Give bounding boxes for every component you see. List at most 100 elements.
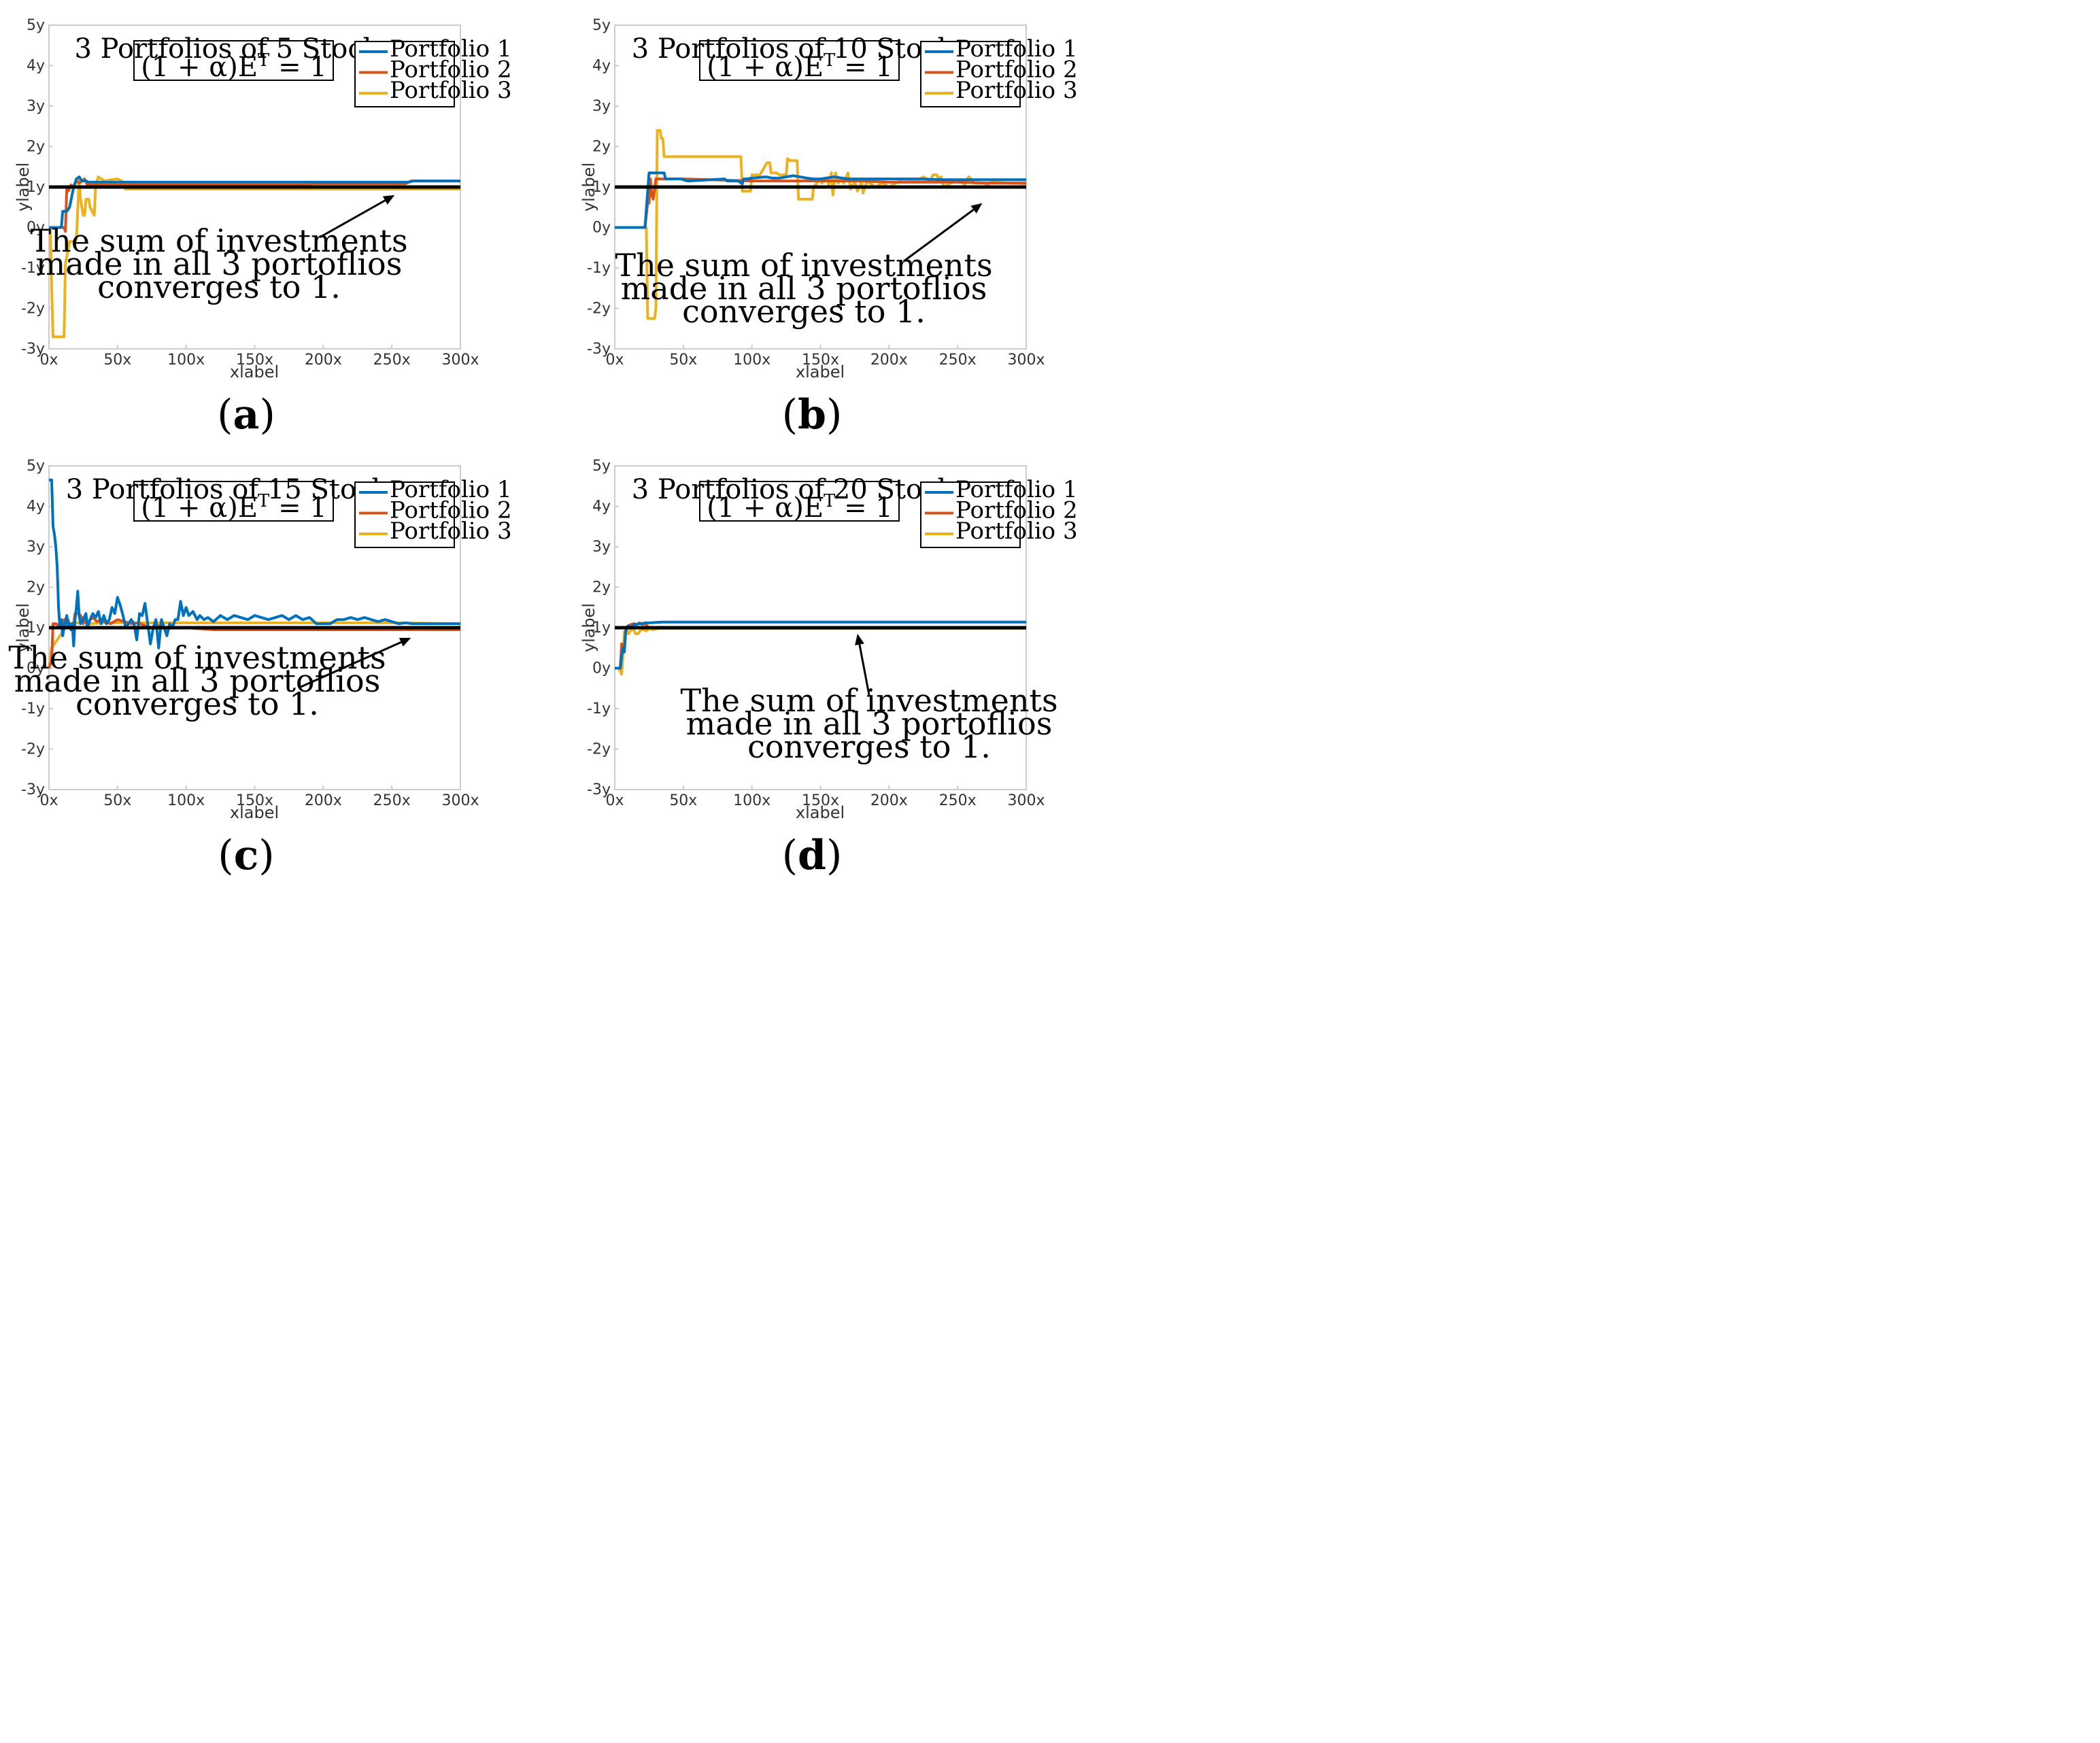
annotation-line-3: converges to 1. xyxy=(75,686,319,722)
x-axis-label: xlabel xyxy=(230,362,279,382)
y-tick-label: -3y xyxy=(587,341,611,358)
y-tick-label: 1y xyxy=(27,179,45,196)
x-axis-label: xlabel xyxy=(796,362,845,382)
x-tick-label: 200x xyxy=(870,352,908,369)
chart-panel-b: 0x 50x 100x 150x 200x 250x 300x -3y -2y -1y 0y 1y 2y… xyxy=(566,0,1616,871)
y-tick-label: 0y xyxy=(27,220,45,237)
x-tick-label: 250x xyxy=(373,352,411,369)
y-axis-label: ylabel xyxy=(14,603,33,652)
x-tick-label: 200x xyxy=(870,792,908,809)
x-tick-label: 100x xyxy=(167,352,205,369)
y-tick-label: 0y xyxy=(592,220,611,237)
y-tick-label: 4y xyxy=(27,58,45,75)
y-axis-label: ylabel xyxy=(579,603,598,652)
legend-label-portfolio-2: Portfolio 2 xyxy=(955,497,1078,524)
annotation: The sum of investments made in all 3 por… xyxy=(8,639,386,722)
y-tick-label: 1y xyxy=(592,620,611,637)
annotation: The sum of investments made in all 3 por… xyxy=(615,247,992,330)
y-tick-label: -3y xyxy=(587,781,611,798)
axis-ticks: 0x 50x 100x 150x 200x 250x 300x -3y -2y -1y 0y 1y 2y… xyxy=(587,458,1045,809)
annotation-line-3: converges to 1. xyxy=(682,293,926,330)
legend-label-portfolio-1: Portfolio 1 xyxy=(390,35,512,63)
legend-label-portfolio-3: Portfolio 3 xyxy=(390,518,512,545)
y-tick-label: -1y xyxy=(21,700,45,717)
legend-label-portfolio-1: Portfolio 1 xyxy=(390,476,512,503)
y-tick-label: -3y xyxy=(21,781,45,798)
y-tick-label: -2y xyxy=(587,301,611,318)
y-tick-label: 3y xyxy=(592,539,611,556)
series-layer xyxy=(615,620,1026,676)
x-tick-label: 150x xyxy=(236,352,273,369)
y-tick-label: -2y xyxy=(587,741,611,758)
annotation-line-2: made in all 3 portoflios xyxy=(621,270,987,307)
annotation: The sum of investments made in all 3 por… xyxy=(680,682,1057,765)
title-line1: 3 Portfolios of 15 Stocks xyxy=(66,474,402,505)
x-tick-label: 300x xyxy=(441,352,479,369)
annotation-line-1: The sum of investments xyxy=(8,639,386,676)
y-tick-label: 2y xyxy=(27,579,45,596)
y-tick-label: 4y xyxy=(592,498,611,515)
legend-label-portfolio-2: Portfolio 2 xyxy=(390,56,512,84)
axis-ticks: 0x 50x 100x 150x 200x 250x 300x -3y -2y -1y 0y 1y 2y… xyxy=(21,17,479,369)
y-tick-label: 1y xyxy=(592,179,611,196)
x-tick-label: 300x xyxy=(441,792,479,809)
chart-svg: 0x 50x 100x 150x 200x 250x 300x -3y -2y -1y 0y 1y 2y… xyxy=(579,17,1078,439)
x-tick-label: 0x xyxy=(605,792,624,809)
title-box: 3 Portfolios of 15 Stocks (1 + α)ET = 1 xyxy=(66,474,402,524)
series-line-portfolio-1 xyxy=(615,171,1026,229)
annotation-line-2: made in all 3 portoflios xyxy=(36,246,403,282)
x-tick-label: 250x xyxy=(939,792,977,809)
title-line2: (1 + α)ET = 1 xyxy=(141,50,327,83)
legend-label-portfolio-3: Portfolio 3 xyxy=(390,77,512,104)
y-tick-label: -1y xyxy=(21,260,45,277)
y-tick-label: 2y xyxy=(592,579,611,596)
annotation-line-2: made in all 3 portoflios xyxy=(686,705,1053,742)
chart-svg: 0x 50x 100x 150x 200x 250x 300x -3y -2y -1y 0y 1y 2y… xyxy=(8,458,512,879)
arrow-head xyxy=(382,194,395,205)
x-axis-label: xlabel xyxy=(796,803,845,822)
title-line1: 3 Portfolios of 10 Stocks xyxy=(632,33,968,65)
annotation-line-1: The sum of investments xyxy=(680,682,1057,719)
x-tick-label: 50x xyxy=(103,352,131,369)
y-tick-label: -1y xyxy=(587,700,611,717)
title-line2: (1 + α)ET = 1 xyxy=(141,491,327,524)
legend-label-portfolio-3: Portfolio 3 xyxy=(955,518,1078,545)
chart-svg: 0x 50x 100x 150x 200x 250x 300x -3y -2y -1y 0y 1y 2y… xyxy=(579,458,1078,879)
y-tick-label: 2y xyxy=(27,139,45,156)
y-tick-label: 2y xyxy=(592,139,611,156)
x-tick-label: 100x xyxy=(167,792,205,809)
series-layer xyxy=(49,175,460,339)
caption: (b) xyxy=(782,391,843,439)
x-tick-label: 50x xyxy=(103,792,131,809)
y-tick-label: -2y xyxy=(21,741,45,758)
series-line-portfolio-1 xyxy=(49,478,460,649)
title-box: 3 Portfolios of 5 Stocks (1 + α)ET = 1 xyxy=(74,33,393,83)
x-tick-label: 0x xyxy=(39,792,58,809)
x-tick-label: 150x xyxy=(802,352,839,369)
y-tick-label: 5y xyxy=(592,17,611,34)
x-tick-label: 0x xyxy=(605,352,624,369)
y-tick-label: 3y xyxy=(27,539,45,556)
y-axis-label: ylabel xyxy=(14,163,33,211)
title-line1: 3 Portfolios of 20 Stocks xyxy=(632,474,968,505)
arrow-shaft xyxy=(299,641,402,689)
y-axis-label: ylabel xyxy=(579,163,598,211)
legend-label-portfolio-3: Portfolio 3 xyxy=(955,77,1078,104)
axis-ticks: 0x 50x 100x 150x 200x 250x 300x -3y -2y -1y 0y 1y 2y… xyxy=(21,458,479,809)
x-tick-label: 300x xyxy=(1007,352,1045,369)
x-tick-label: 200x xyxy=(305,792,342,809)
y-tick-label: 5y xyxy=(592,458,611,475)
y-tick-label: -1y xyxy=(587,260,611,277)
legend-label-portfolio-2: Portfolio 2 xyxy=(390,497,512,524)
y-tick-label: 4y xyxy=(27,498,45,515)
annotation-line-3: converges to 1. xyxy=(747,728,991,765)
annotation-line-1: The sum of investments xyxy=(615,247,992,284)
chart-panel-c: 0x 50x 100x 150x 200x 250x 300x -3y -2y -1y 0y 1y 2y… xyxy=(0,441,1050,1312)
annotation-arrow xyxy=(903,203,983,263)
arrow-head xyxy=(855,633,864,645)
arrow-shaft xyxy=(319,199,386,239)
arrow-shaft xyxy=(903,209,975,263)
annotation-arrow xyxy=(299,637,411,689)
